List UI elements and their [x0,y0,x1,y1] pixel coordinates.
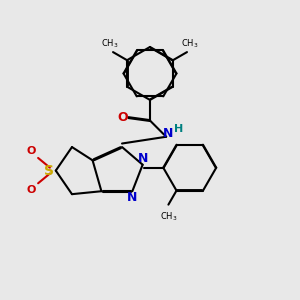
Text: CH$_3$: CH$_3$ [181,37,199,50]
Text: O: O [26,185,35,195]
Text: CH$_3$: CH$_3$ [101,37,119,50]
Text: N: N [137,152,148,165]
Text: CH$_3$: CH$_3$ [160,211,177,223]
Text: N: N [163,127,173,140]
Text: H: H [174,124,183,134]
Text: O: O [26,146,35,157]
Text: O: O [117,111,128,124]
Text: S: S [44,164,54,178]
Text: N: N [127,191,137,204]
